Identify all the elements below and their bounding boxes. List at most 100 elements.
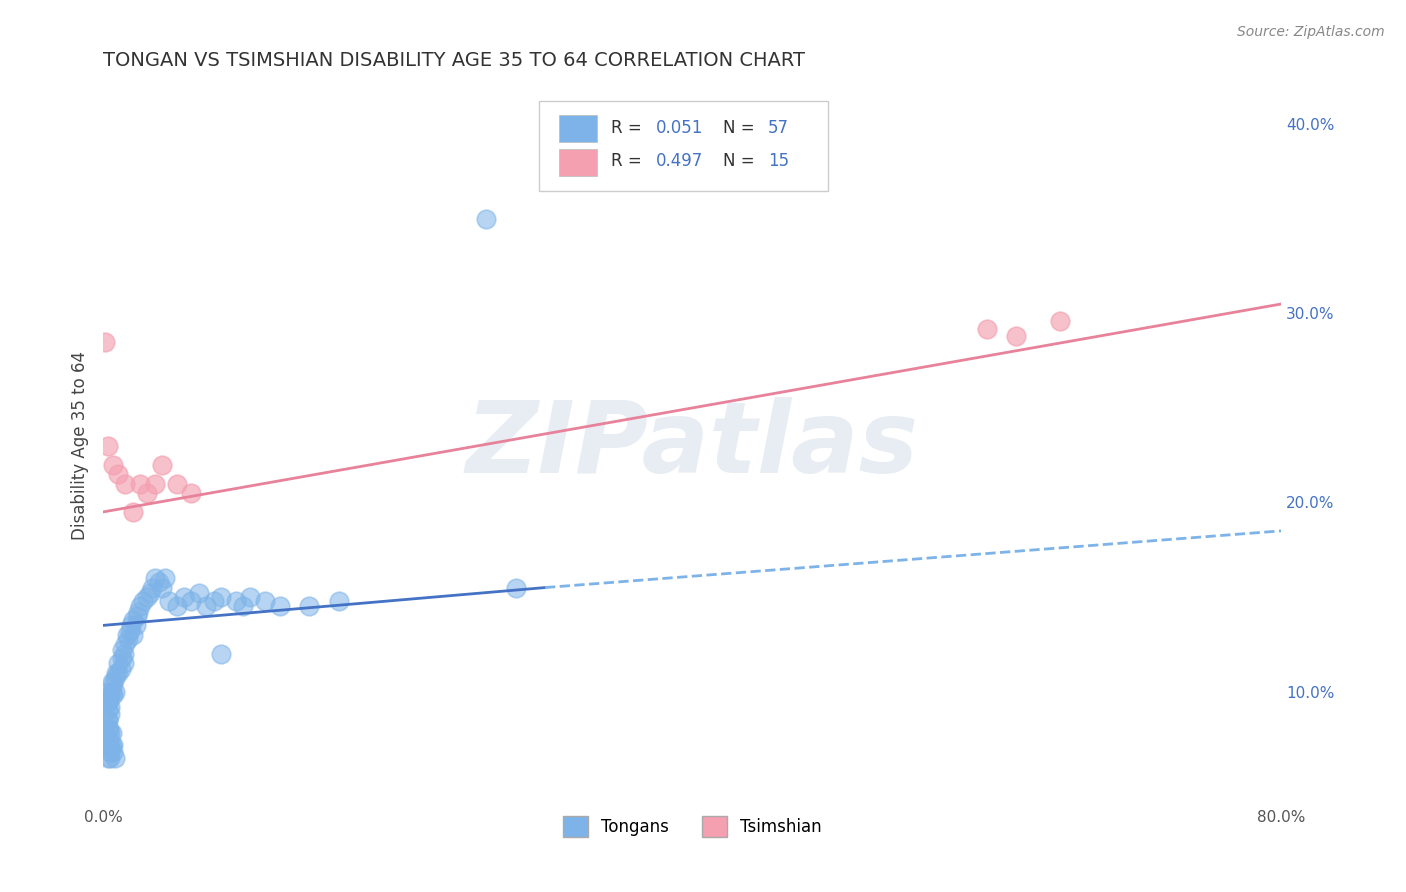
Text: R =: R =: [612, 153, 647, 170]
Point: [298, 599, 321, 614]
Point: [153, 571, 176, 585]
Point: [100, 750, 122, 764]
Y-axis label: Disability Age 35 to 64: Disability Age 35 to 64: [72, 351, 89, 541]
Point: [96, 439, 118, 453]
Point: [96, 731, 118, 746]
Point: [120, 618, 142, 632]
Point: [125, 609, 148, 624]
Point: [107, 665, 129, 680]
Point: [121, 613, 143, 627]
Text: 57: 57: [768, 120, 789, 137]
Point: [141, 581, 163, 595]
Point: [209, 647, 232, 661]
Point: [101, 738, 124, 752]
Point: [117, 632, 139, 646]
Point: [114, 476, 136, 491]
Point: [103, 458, 125, 472]
Text: TONGAN VS TSIMSHIAN DISABILITY AGE 35 TO 64 CORRELATION CHART: TONGAN VS TSIMSHIAN DISABILITY AGE 35 TO…: [103, 51, 806, 70]
Point: [96, 703, 118, 717]
Point: [100, 726, 122, 740]
Point: [195, 599, 218, 614]
Point: [139, 586, 162, 600]
Point: [180, 594, 202, 608]
Point: [328, 594, 350, 608]
Point: [96, 713, 118, 727]
Point: [93, 334, 115, 349]
Point: [132, 594, 155, 608]
Point: [96, 750, 118, 764]
Point: [107, 656, 129, 670]
Point: [121, 505, 143, 519]
Point: [103, 689, 125, 703]
Point: [187, 586, 209, 600]
Point: [101, 675, 124, 690]
Point: [96, 741, 118, 756]
Point: [143, 476, 166, 491]
Point: [100, 707, 122, 722]
Point: [115, 628, 138, 642]
Point: [114, 637, 136, 651]
Point: [100, 745, 122, 759]
Point: [104, 671, 127, 685]
FancyBboxPatch shape: [560, 114, 596, 142]
Point: [239, 590, 262, 604]
Point: [121, 628, 143, 642]
Point: [129, 476, 152, 491]
Text: Source: ZipAtlas.com: Source: ZipAtlas.com: [1237, 25, 1385, 39]
Point: [111, 650, 134, 665]
FancyBboxPatch shape: [538, 101, 828, 191]
Point: [129, 599, 152, 614]
Point: [96, 723, 118, 737]
Point: [105, 665, 128, 680]
Point: [124, 618, 146, 632]
Point: [148, 574, 170, 589]
Point: [98, 694, 121, 708]
Point: [98, 731, 121, 746]
Point: [107, 467, 129, 482]
Point: [104, 750, 127, 764]
Point: [150, 458, 173, 472]
Point: [150, 581, 173, 595]
Text: N =: N =: [723, 120, 759, 137]
Point: [100, 689, 122, 703]
Point: [118, 624, 141, 638]
Point: [225, 594, 247, 608]
Point: [96, 713, 118, 727]
Point: [173, 590, 195, 604]
Point: [143, 571, 166, 585]
Point: [96, 694, 118, 708]
Point: [111, 643, 134, 657]
Point: [103, 677, 125, 691]
Point: [180, 486, 202, 500]
Text: 15: 15: [768, 153, 789, 170]
Point: [475, 211, 498, 226]
Point: [157, 594, 180, 608]
Text: N =: N =: [723, 153, 759, 170]
Point: [976, 321, 998, 335]
Point: [1005, 329, 1028, 343]
Point: [1049, 314, 1071, 328]
Point: [127, 605, 149, 619]
Point: [103, 745, 125, 759]
Point: [112, 656, 135, 670]
Point: [98, 723, 121, 737]
Legend: Tongans, Tsimshian: Tongans, Tsimshian: [555, 810, 828, 843]
Text: R =: R =: [612, 120, 647, 137]
Point: [100, 738, 122, 752]
Point: [101, 684, 124, 698]
Point: [136, 486, 159, 500]
Point: [166, 599, 188, 614]
FancyBboxPatch shape: [560, 149, 596, 177]
Text: 0.497: 0.497: [655, 153, 703, 170]
Point: [254, 594, 277, 608]
Point: [505, 581, 527, 595]
Point: [112, 647, 135, 661]
Text: 0.051: 0.051: [655, 120, 703, 137]
Point: [136, 590, 159, 604]
Point: [101, 726, 124, 740]
Point: [202, 594, 225, 608]
Point: [209, 590, 232, 604]
Text: ZIPatlas: ZIPatlas: [465, 397, 920, 494]
Point: [100, 699, 122, 714]
Point: [166, 476, 188, 491]
